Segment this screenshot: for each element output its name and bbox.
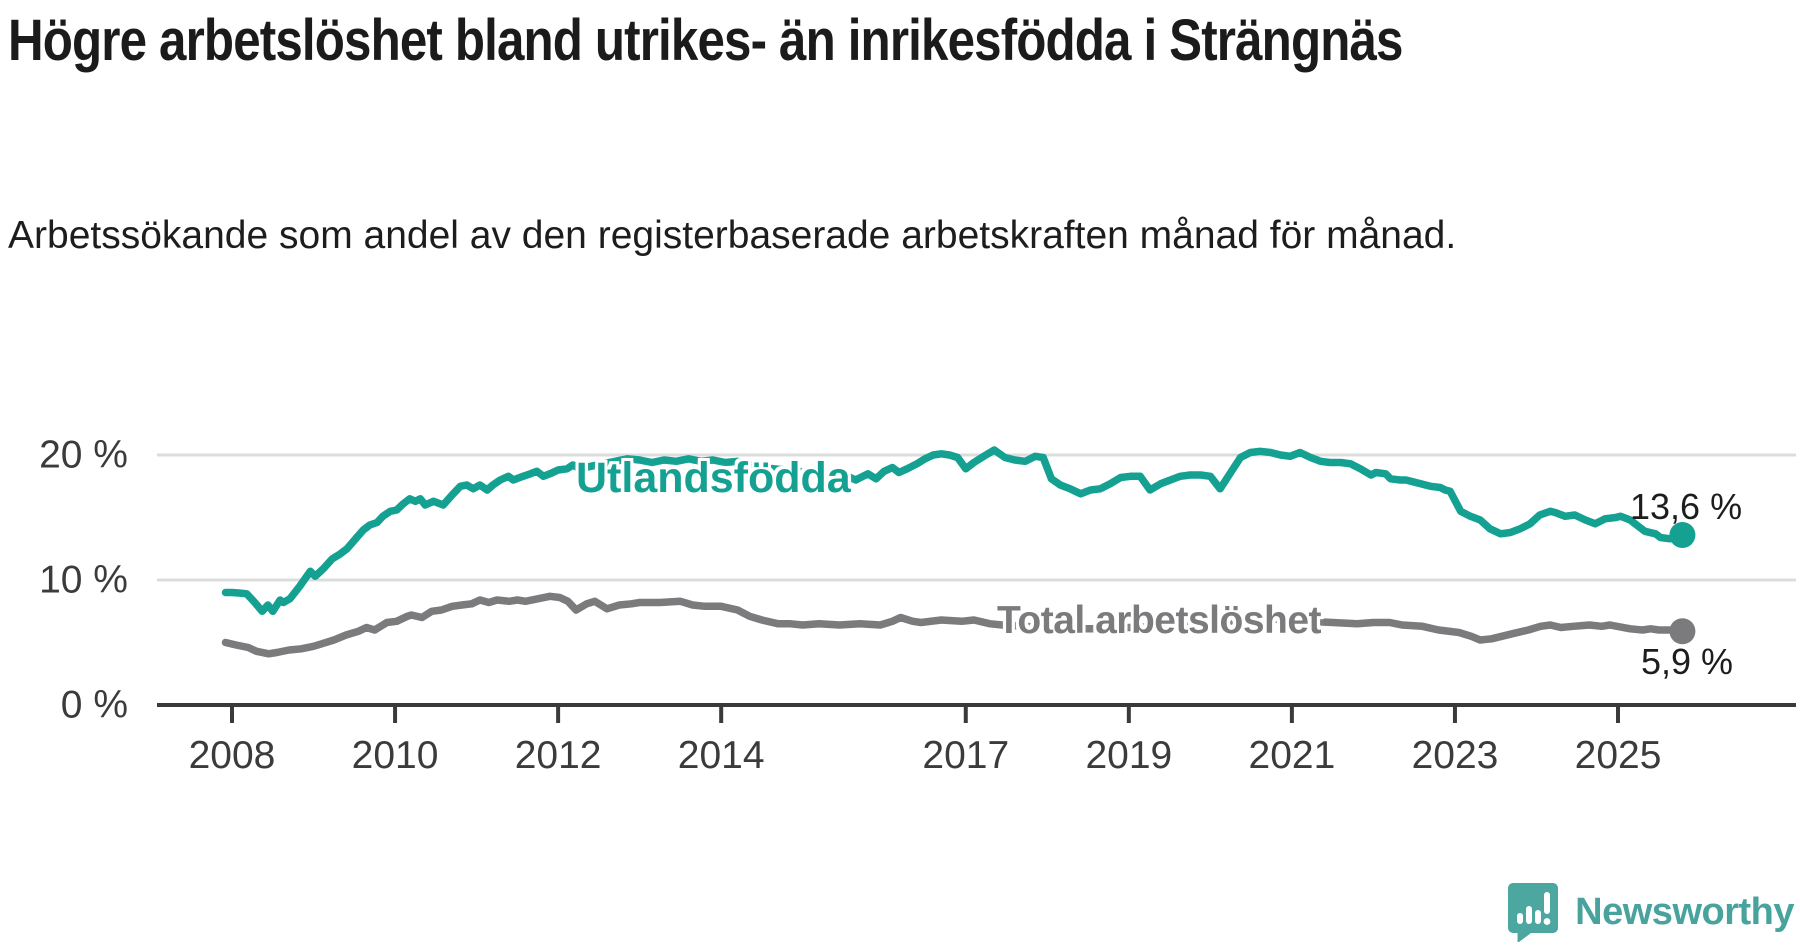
x-axis-tick-label: 2025 — [1575, 734, 1662, 777]
newsworthy-bubble-chart-icon — [1508, 883, 1559, 942]
x-axis-tick-label: 2017 — [922, 734, 1009, 777]
y-axis-tick-label: 0 % — [61, 684, 128, 727]
x-axis-tick-label: 2023 — [1412, 734, 1499, 777]
series-label-utlandsfodda: Utlandsfödda — [576, 454, 851, 502]
x-axis-tick-label: 2019 — [1085, 734, 1172, 777]
x-axis-tick-label: 2008 — [189, 734, 276, 777]
series-line-0 — [221, 446, 1687, 616]
page-title: Högre arbetslöshet bland utrikes- än inr… — [8, 8, 1403, 73]
data-series — [221, 446, 1696, 658]
end-value-total-arbetsloshet: 5,9 % — [1641, 641, 1734, 682]
series-end-dot-0 — [1669, 522, 1696, 548]
end-value-utlandsfodda: 13,6 % — [1630, 486, 1743, 527]
x-axis-tick-label: 2010 — [352, 734, 439, 777]
series-label-total-arbetsloshet: Total arbetslöshet — [997, 599, 1322, 642]
newsworthy-logo: Newsworthy — [1507, 882, 1794, 942]
axes: 0 % 10 % 20 % 2008 2010 2012 2014 2017 2019 2021 2… — [39, 434, 1796, 777]
gridlines — [157, 453, 1796, 582]
y-axis-tick-label: 20 % — [39, 434, 128, 477]
x-axis-tick-label: 2021 — [1249, 734, 1336, 777]
y-axis-tick-label: 10 % — [39, 559, 128, 602]
series-line-1 — [221, 592, 1687, 658]
newsworthy-wordmark: Newsworthy — [1575, 890, 1794, 933]
x-axis-tick-label: 2014 — [678, 734, 765, 777]
series-end-dot-1 — [1669, 618, 1696, 645]
x-axis-tick-label: 2012 — [515, 734, 602, 777]
page-subtitle: Arbetssökande som andel av den registerb… — [8, 214, 1457, 257]
